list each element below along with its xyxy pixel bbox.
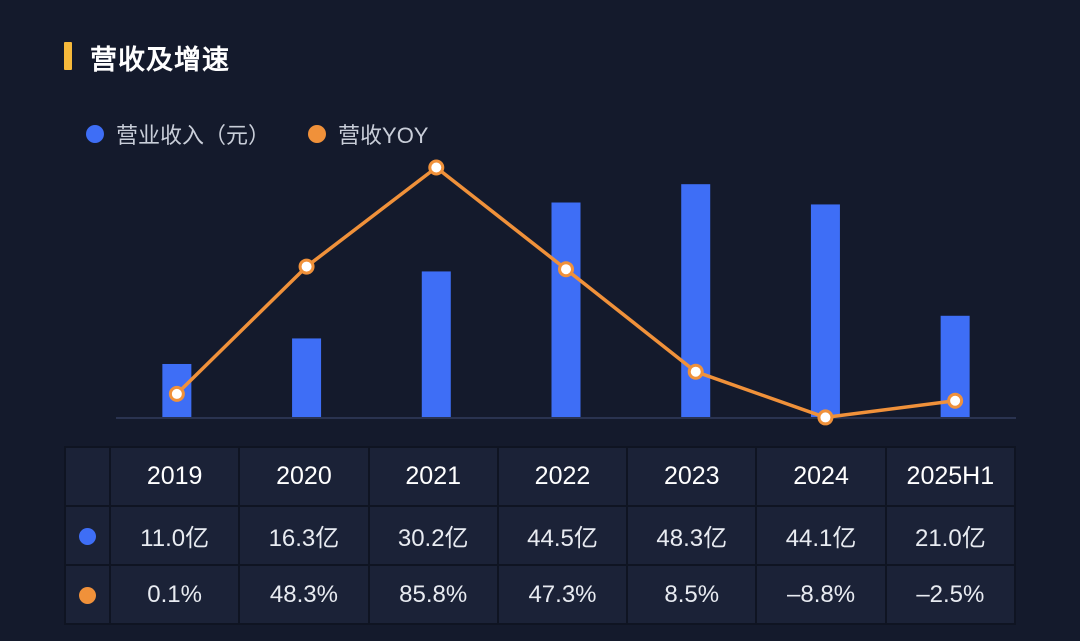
table-revenue-cell: 44.5亿	[496, 505, 629, 566]
revenue-bar-2024[interactable]	[810, 204, 840, 417]
data-table: 2019 2020 2021 2022 2023 2024 2025H1 11.…	[64, 446, 1017, 625]
revenue-bar-2020[interactable]	[292, 338, 322, 417]
chart-title: 营收及增速	[90, 45, 230, 75]
legend-item-revenue[interactable]: 营业收入（元）	[86, 118, 270, 150]
combo-chart	[116, 159, 1016, 426]
yoy-point-2020[interactable]	[298, 258, 315, 275]
revenue-bar-2023[interactable]	[681, 184, 711, 417]
table-yoy-cell: –2.5%	[884, 564, 1017, 625]
title-accent-bar	[64, 42, 72, 70]
table-year-cell: 2019	[108, 446, 241, 507]
table-year-cell: 2025H1	[884, 446, 1017, 507]
table-yoy-cell: 8.5%	[626, 564, 758, 625]
table-revenue-cell: 44.1亿	[755, 505, 887, 566]
table-revenue-cell: 30.2亿	[367, 505, 499, 566]
revenue-bar-2021[interactable]	[421, 271, 451, 417]
table-revenue-cell: 48.3亿	[626, 505, 758, 566]
table-yoy-cell: –8.8%	[755, 564, 887, 625]
legend-dot-yoy	[308, 125, 327, 143]
yoy-point-2022[interactable]	[558, 261, 574, 278]
legend: 营业收入（元） 营收YOY	[86, 118, 466, 150]
table-revenue-cell: 21.0亿	[884, 505, 1017, 566]
table-row-revenue: 11.0亿 16.3亿 30.2亿 44.5亿 48.3亿 44.1亿 21.0…	[64, 505, 1017, 566]
table-row-marker-yoy	[64, 564, 111, 625]
table-year-cell: 2020	[238, 446, 370, 507]
table-row-marker-revenue	[64, 505, 111, 566]
table-yoy-cell: 47.3%	[496, 564, 629, 625]
yoy-point-2019[interactable]	[168, 385, 185, 402]
yoy-point-2024[interactable]	[817, 409, 834, 426]
legend-label-yoy: 营收YOY	[338, 123, 429, 148]
table-year-cell: 2021	[367, 446, 499, 507]
table-yoy-cell: 0.1%	[108, 564, 241, 625]
yoy-point-2025H1[interactable]	[947, 392, 964, 409]
revenue-bar-2022[interactable]	[551, 202, 581, 417]
table-yoy-cell: 48.3%	[238, 564, 370, 625]
table-revenue-cell: 11.0亿	[108, 505, 241, 566]
legend-dot-revenue	[86, 125, 104, 143]
table-corner-cell	[64, 446, 111, 507]
table-revenue-cell: 16.3亿	[238, 505, 370, 566]
legend-item-yoy[interactable]: 营收YOY	[308, 118, 428, 150]
table-row-yoy: 0.1% 48.3% 85.8% 47.3% 8.5% –8.8% –2.5%	[64, 564, 1017, 625]
table-yoy-cell: 85.8%	[367, 564, 499, 625]
table-year-cell: 2023	[626, 446, 758, 507]
yoy-dot-icon	[79, 586, 96, 604]
table-year-cell: 2022	[496, 446, 629, 507]
yoy-point-2021[interactable]	[428, 159, 445, 176]
revenue-dot-icon	[79, 527, 96, 545]
legend-label-revenue: 营业收入（元）	[116, 123, 271, 148]
table-header-row: 2019 2020 2021 2022 2023 2024 2025H1	[64, 446, 1017, 507]
yoy-point-2023[interactable]	[687, 363, 704, 380]
table-year-cell: 2024	[755, 446, 887, 507]
